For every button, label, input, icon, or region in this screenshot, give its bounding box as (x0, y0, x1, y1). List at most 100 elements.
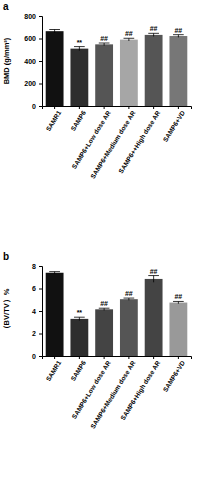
y-tick-mark (39, 311, 42, 312)
error-cap (173, 301, 184, 302)
y-tick: 200 (24, 80, 42, 87)
error-bar (124, 38, 135, 41)
y-tick: 4 (32, 308, 42, 315)
x-tick-mark (54, 106, 55, 109)
x-tick-label: SAMR1 (44, 359, 62, 382)
error-line (178, 35, 179, 38)
y-tick-label: 600 (24, 35, 36, 42)
error-bar (148, 276, 159, 283)
x-tick-mark (128, 106, 129, 109)
error-line (128, 38, 129, 41)
error-bar (74, 47, 85, 51)
y-tick-mark (39, 106, 42, 107)
error-cap (99, 308, 110, 309)
bar (120, 40, 138, 106)
x-tick: SAMP6++High dose AR (117, 106, 162, 175)
x-tick: SAMP6+High dose AR (119, 356, 162, 422)
annotation: ## (174, 293, 182, 300)
bar (145, 279, 163, 356)
y-tick-label: 0 (32, 353, 36, 360)
x-axis-line (43, 357, 192, 360)
x-tick-mark (178, 106, 179, 109)
x-tick-mark (178, 356, 179, 359)
bar (70, 319, 88, 356)
y-tick: 2 (32, 330, 42, 337)
y-axis: 0 2 4 6 8 (32, 263, 42, 360)
y-tick: 0 (32, 103, 42, 110)
y-tick-mark (39, 61, 42, 62)
y-axis-line (39, 17, 43, 107)
x-tick-mark (79, 356, 80, 359)
annotation: ** (77, 39, 83, 46)
error-cap (74, 317, 85, 318)
x-axis: SAMR1SAMP6SAMP6+Low dose ARSAMP6+Medium … (43, 356, 192, 430)
y-tick-label: 200 (24, 80, 36, 87)
x-tick-mark (153, 106, 154, 109)
x-tick-label: SAMP6+VD (161, 359, 186, 393)
annotation: ## (100, 300, 108, 307)
error-cap (173, 34, 184, 35)
bar (95, 309, 113, 356)
x-tick-label: SAMP6+Medium dose AR (89, 359, 137, 430)
error-bar (49, 30, 60, 33)
y-tick-label: 4 (32, 308, 36, 315)
error-line (153, 276, 154, 283)
error-bar (99, 308, 110, 310)
error-bar (173, 35, 184, 38)
x-tick-mark (54, 356, 55, 359)
bar (120, 299, 138, 356)
error-bar (49, 272, 60, 274)
bar (169, 36, 187, 106)
x-tick: SAMR1 (44, 356, 62, 382)
error-cap (49, 271, 60, 272)
plot-area (46, 272, 188, 356)
error-line (54, 30, 55, 33)
error-bar (148, 33, 159, 36)
x-tick: SAMP6+Medium dose AR (89, 106, 137, 180)
x-tick-mark (104, 356, 105, 359)
error-line (79, 47, 80, 51)
y-axis-title: BMD (g/mm³) (2, 37, 11, 84)
y-tick: 0 (32, 353, 42, 360)
panel: **########0200400600800SAMR1SAMP6SAMP6+L… (24, 13, 191, 180)
x-tick-mark (79, 106, 80, 109)
error-cap (99, 43, 110, 44)
y-tick-mark (39, 16, 42, 17)
y-tick-mark (39, 356, 42, 357)
y-tick-mark (39, 84, 42, 85)
x-tick-label: SAMP6 (69, 109, 87, 132)
x-tick-mark (128, 356, 129, 359)
y-tick-label: 0 (32, 103, 36, 110)
x-tick: SAMR1 (44, 106, 62, 132)
bar (169, 303, 187, 356)
x-tick: SAMP6 (69, 356, 87, 382)
x-axis: SAMR1SAMP6SAMP6+Low dose ARSAMP6+Medium … (43, 106, 192, 180)
y-axis-title: （BV/TV）% (2, 288, 11, 333)
figure: **########0200400600800SAMR1SAMP6SAMP6+L… (0, 0, 197, 500)
y-tick-label: 400 (24, 58, 36, 65)
bar (70, 49, 88, 106)
x-tick-label: SAMP6 (69, 359, 87, 382)
x-tick: SAMP6+VD (161, 356, 186, 393)
y-axis: 0 200 400 600 800 (24, 13, 42, 110)
y-tick: 800 (24, 13, 42, 20)
bar (46, 31, 64, 106)
error-bar (74, 317, 85, 320)
x-tick: SAMP6+VD (161, 106, 186, 143)
y-tick-mark (39, 39, 42, 40)
y-tick: 6 (32, 285, 42, 292)
error-bar (99, 43, 110, 46)
y-tick-label: 8 (32, 263, 36, 270)
x-axis-line (43, 107, 192, 110)
error-line (153, 33, 154, 36)
error-cap (148, 275, 159, 276)
bar (46, 273, 64, 356)
annotation: ## (100, 35, 108, 42)
y-tick: 400 (24, 58, 42, 65)
annotation: ## (125, 30, 133, 37)
error-cap (124, 298, 135, 299)
annotation: ## (125, 290, 133, 297)
error-cap (148, 33, 159, 34)
error-bar (173, 301, 184, 303)
plot-area (46, 30, 188, 107)
